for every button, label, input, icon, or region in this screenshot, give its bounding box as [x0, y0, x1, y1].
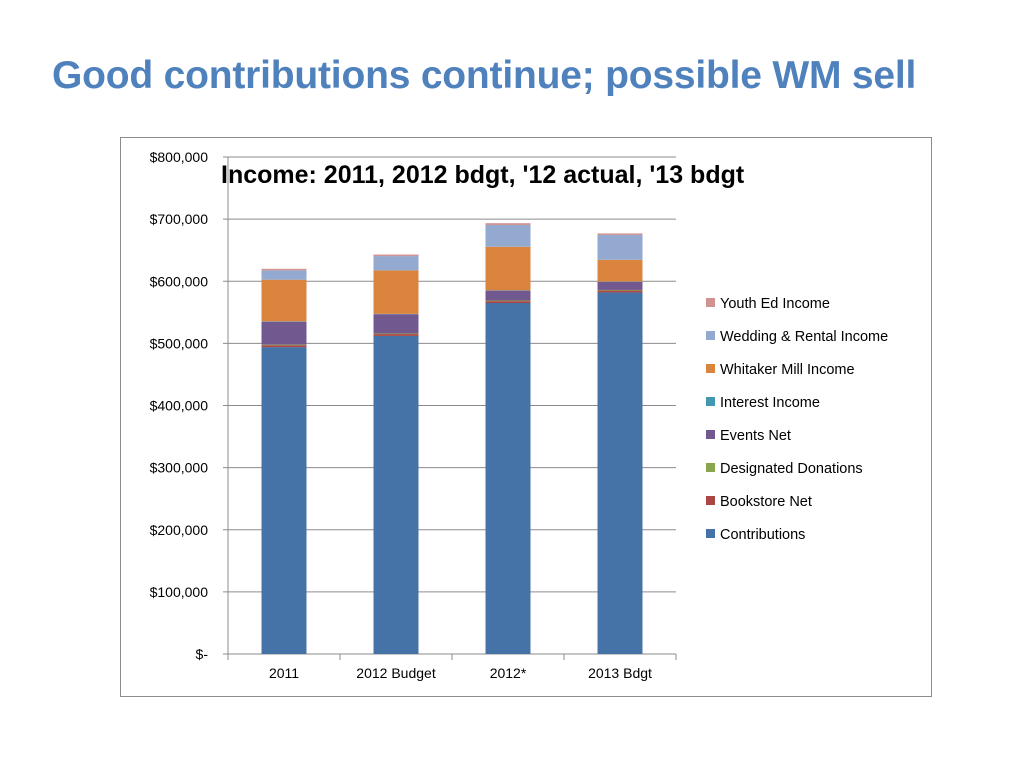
legend-label-contributions: Contributions [720, 527, 805, 543]
y-tick-label-4: $400,000 [150, 398, 209, 414]
bar-2012-designated-donations [485, 300, 531, 302]
slide-title: Good contributions continue; possible WM… [52, 54, 917, 97]
bar-2012-youth-ed-income [485, 223, 531, 226]
legend-label-wedding-rental-income: Wedding & Rental Income [720, 329, 888, 345]
bar-2011-whitaker-mill-income [261, 279, 307, 322]
bar-2012-budget-contributions [373, 335, 419, 654]
bar-2012-wedding-rental-income [485, 225, 531, 247]
y-tick-label-3: $300,000 [150, 460, 209, 476]
bar-2012-bookstore-net [485, 301, 531, 303]
bar-2011-wedding-rental-income [261, 270, 307, 280]
legend-swatch-youth-ed-income [706, 298, 715, 307]
legend-label-whitaker-mill-income: Whitaker Mill Income [720, 362, 855, 378]
bar-2011-events-net [261, 321, 307, 345]
bar-2012-budget-events-net [373, 314, 419, 334]
y-tick-label-5: $500,000 [150, 335, 209, 351]
bar-2013-bdgt-contributions [597, 292, 643, 654]
x-tick-label-2012-budget: 2012 Budget [356, 665, 436, 681]
x-tick-label-2011: 2011 [269, 665, 299, 681]
legend-label-events-net: Events Net [720, 428, 791, 444]
bar-2012-budget-youth-ed-income [373, 254, 419, 257]
legend-swatch-interest-income [706, 397, 715, 406]
bar-2011-youth-ed-income [261, 268, 307, 271]
y-tick-label-7: $700,000 [150, 211, 209, 227]
bar-2013-bdgt-bookstore-net [597, 290, 643, 293]
bar-2011-designated-donations [261, 344, 307, 346]
y-tick-label-0: $- [196, 646, 209, 662]
legend-swatch-wedding-rental-income [706, 331, 715, 340]
bar-2013-bdgt-events-net [597, 281, 643, 290]
bar-2011-bookstore-net [261, 345, 307, 348]
legend-label-designated-donations: Designated Donations [720, 461, 863, 477]
bar-2013-bdgt-designated-donations [597, 289, 643, 291]
y-tick-label-8: $800,000 [150, 149, 209, 165]
legend-swatch-bookstore-net [706, 496, 715, 505]
bar-2012-budget-wedding-rental-income [373, 256, 419, 271]
bar-2012-whitaker-mill-income [485, 246, 531, 291]
y-tick-label-2: $200,000 [150, 522, 209, 538]
bar-2012-events-net [485, 290, 531, 301]
bar-2012-budget-whitaker-mill-income [373, 270, 419, 314]
y-tick-label-6: $600,000 [150, 273, 209, 289]
chart-frame: $- $100,000 $200,000 $300,000 $400,000 $500,0… [120, 137, 932, 697]
bar-2012-budget-bookstore-net [373, 334, 419, 336]
bar-2011-contributions [261, 347, 307, 654]
x-tick-label-2012: 2012* [490, 665, 527, 681]
chart-title: Income: 2011, 2012 bdgt, '12 actual, '13… [221, 161, 745, 189]
legend-label-youth-ed-income: Youth Ed Income [720, 296, 830, 312]
bar-2012-budget-designated-donations [373, 333, 419, 335]
income-chart: $- $100,000 $200,000 $300,000 $400,000 $500,0… [150, 149, 889, 681]
x-tick-label-2013-bdgt: 2013 Bdgt [588, 665, 652, 681]
legend-swatch-whitaker-mill-income [706, 364, 715, 373]
bar-2013-bdgt-youth-ed-income [597, 233, 643, 235]
legend-swatch-events-net [706, 430, 715, 439]
bar-2013-bdgt-whitaker-mill-income [597, 259, 643, 282]
legend-swatch-contributions [706, 529, 715, 538]
bar-2012-contributions [485, 302, 531, 654]
legend-label-interest-income: Interest Income [720, 395, 820, 411]
legend-label-bookstore-net: Bookstore Net [720, 494, 812, 510]
y-tick-label-1: $100,000 [150, 584, 209, 600]
legend-swatch-designated-donations [706, 463, 715, 472]
bar-2013-bdgt-wedding-rental-income [597, 234, 643, 260]
